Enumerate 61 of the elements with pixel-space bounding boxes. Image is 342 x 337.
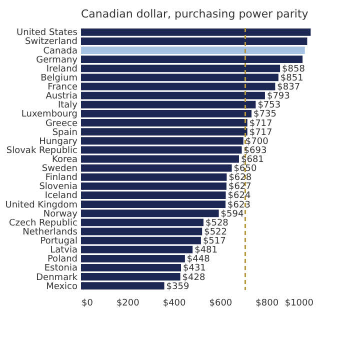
y-tick-label: Slovak Republic xyxy=(6,146,78,156)
chart-title: Canadian dollar, purchasing power parity xyxy=(81,7,309,20)
y-tick-label: Latvia xyxy=(50,246,78,256)
data-label: $628 xyxy=(228,173,252,184)
data-label: $693 xyxy=(244,146,267,156)
y-tick-label: Czech Republic xyxy=(8,218,78,228)
data-label: $428 xyxy=(182,272,206,283)
y-tick-label: Switzerland xyxy=(25,37,78,48)
data-label: $858 xyxy=(282,64,306,74)
data-label: $359 xyxy=(166,282,190,292)
y-tick-label: France xyxy=(48,82,78,93)
data-label: $851 xyxy=(280,73,304,84)
y-tick-label: Iceland xyxy=(44,191,78,202)
y-tick-label: Canada xyxy=(43,46,78,56)
y-tick-label: Greece xyxy=(45,118,78,129)
data-label: $528 xyxy=(205,218,229,228)
data-label: $623 xyxy=(228,200,250,210)
y-tick-label: Denmark xyxy=(36,272,78,283)
x-tick-label: $0 xyxy=(82,298,94,308)
y-tick-label: Hungary xyxy=(39,136,78,147)
y-tick-label: United States xyxy=(16,28,78,38)
data-label: $481 xyxy=(194,246,218,256)
y-tick-label: Poland xyxy=(47,254,78,265)
y-tick-label: Mexico xyxy=(46,282,78,292)
y-tick-label: Slovenia xyxy=(39,182,78,192)
x-tick-label: $600 xyxy=(209,298,232,308)
y-tick-label: Sweden xyxy=(42,164,78,174)
y-tick-label: Belgium xyxy=(40,73,78,84)
data-label: $753 xyxy=(258,100,281,111)
data-label: $624 xyxy=(228,191,251,202)
data-label: $522 xyxy=(204,227,228,238)
data-label: $517 xyxy=(202,236,226,247)
data-label: $717 xyxy=(249,128,272,138)
y-tick-label: United Kingdom xyxy=(5,200,78,210)
x-tick-label: $800 xyxy=(256,298,279,308)
y-tick-label: Netherlands xyxy=(22,227,78,238)
x-tick-label: $400 xyxy=(162,298,186,308)
data-label: $700 xyxy=(245,136,269,147)
y-tick-label: Korea xyxy=(52,155,78,165)
y-tick-label: Finland xyxy=(45,173,78,184)
data-label: $431 xyxy=(182,264,206,274)
y-tick-label: Germany xyxy=(36,55,78,66)
y-tick-label: Spain xyxy=(52,128,78,138)
y-tick-label: Luxembourg xyxy=(21,110,78,120)
data-label: $735 xyxy=(254,110,276,120)
y-tick-label: Estonia xyxy=(44,264,78,274)
x-tick-label: $200 xyxy=(116,298,140,308)
data-label: $793 xyxy=(266,92,290,102)
data-label: $681 xyxy=(240,155,264,165)
x-tick-label: $1000 xyxy=(284,298,314,308)
y-tick-label: Ireland xyxy=(46,64,78,74)
data-label: $650 xyxy=(234,164,257,174)
data-label: $448 xyxy=(186,254,210,265)
y-tick-label: Norway xyxy=(43,209,78,220)
data-label: $717 xyxy=(249,118,272,129)
y-tick-label: Italy xyxy=(58,100,78,111)
data-label: $837 xyxy=(277,82,300,93)
data-label: $594 xyxy=(220,209,244,220)
data-label: $627 xyxy=(228,182,252,192)
y-tick-label: Austria xyxy=(46,92,78,102)
y-tick-label: Portugal xyxy=(40,236,78,247)
